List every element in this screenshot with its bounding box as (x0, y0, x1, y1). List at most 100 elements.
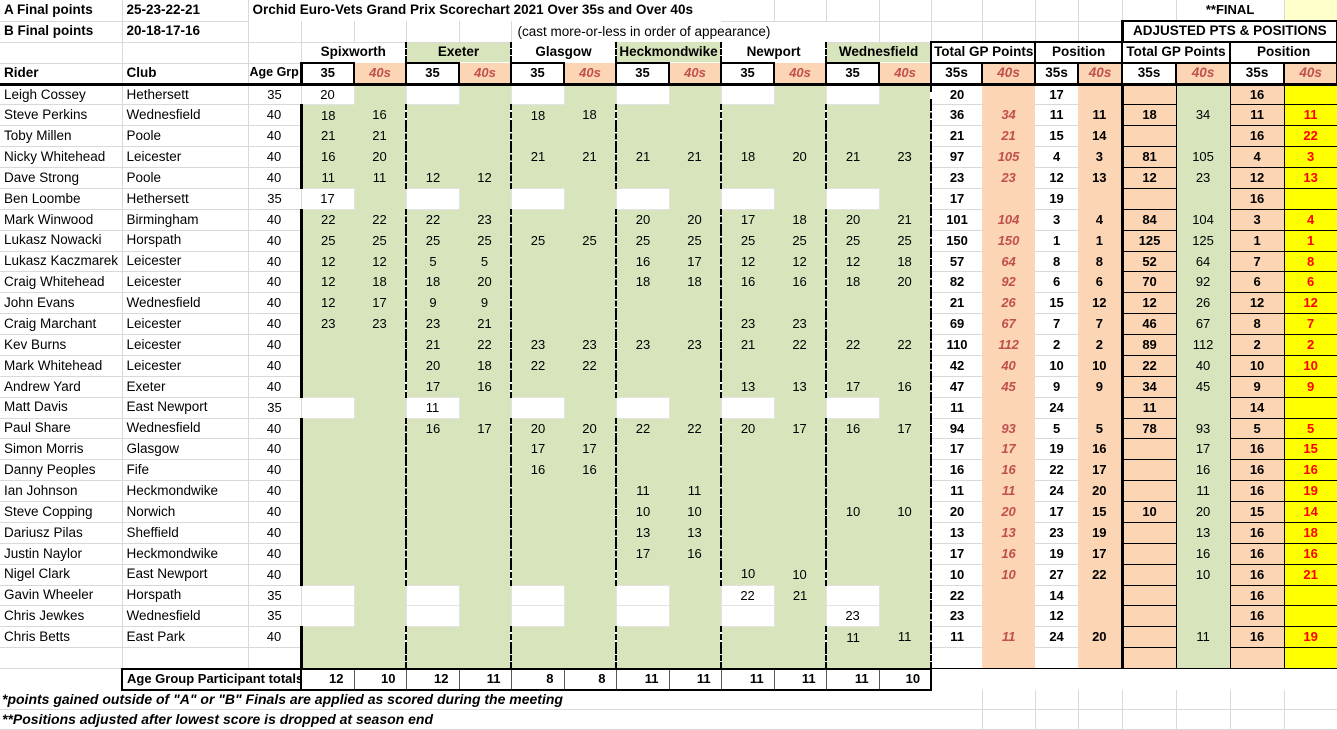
rider-name: Dave Strong (0, 167, 123, 189)
club-name: East Newport (122, 397, 249, 419)
score-cell (459, 522, 511, 544)
score-cell: 22 (299, 209, 354, 231)
score-cell: 16 (615, 251, 669, 272)
score-cell (720, 543, 775, 565)
total-gp-35s: 94 (930, 418, 983, 440)
score-cell (354, 564, 406, 585)
adjusted-position-40s (1283, 584, 1337, 607)
score-cell: 16 (564, 459, 616, 481)
total-gp-40s: 20 (982, 501, 1036, 523)
age-group: 40 (248, 125, 302, 148)
rider-name: John Evans (0, 292, 123, 315)
total-gp-35s: 57 (930, 251, 983, 273)
score-cell (879, 292, 932, 314)
score-cell (669, 459, 722, 481)
position-35s: 24 (1035, 480, 1079, 502)
position-35s (1035, 647, 1079, 669)
empty-cell (1176, 689, 1231, 710)
score-cell: 22 (354, 209, 406, 231)
total-gp-40s (982, 397, 1036, 418)
age-group: 40 (248, 146, 302, 168)
total-gp-40s: 104 (982, 209, 1036, 231)
rider-name: Leigh Cossey (0, 84, 123, 106)
adjusted-total-35s: 78 (1120, 417, 1177, 440)
score-cell (669, 647, 722, 670)
adjusted-position-40s: 22 (1283, 125, 1337, 148)
score-cell: 18 (825, 271, 880, 293)
rider-name: Kev Burns (0, 334, 123, 356)
score-cell (354, 605, 406, 627)
score-cell (774, 292, 827, 314)
score-cell: 11 (405, 396, 460, 419)
empty-cell (406, 21, 460, 43)
empty-cell (931, 669, 982, 690)
score-cell (669, 313, 722, 335)
club-name: East Park (122, 626, 249, 649)
position-40s: 8 (1078, 251, 1123, 272)
b-final-points: 20-18-17-16 (122, 21, 249, 43)
total-gp-40s: 23 (982, 167, 1036, 189)
score-cell (405, 501, 459, 523)
score-cell: 20 (354, 146, 406, 168)
score-cell (879, 167, 932, 189)
score-cell: 20 (879, 271, 932, 293)
adjusted-position-35s: 10 (1229, 354, 1285, 377)
rider-name: Chris Jewkes (0, 605, 123, 628)
rider-row: Nigel Clark East Newport 40 10 10 10 10 27 22 10 1… (0, 563, 1337, 586)
score-cell (615, 396, 670, 419)
score-cell (459, 605, 511, 627)
adjusted-position-40s: 7 (1283, 313, 1337, 335)
rider-row: Ben Loombe Hethersett 35 17 17 19 16 (0, 187, 1337, 210)
total-gp-40s: 67 (982, 313, 1036, 335)
club-name: Leicester (122, 146, 249, 168)
total-gp-40s: 11 (982, 626, 1036, 648)
score-cell (774, 480, 827, 502)
score-cell (774, 438, 827, 460)
age-group: 40 (248, 230, 302, 252)
score-cell (510, 605, 565, 628)
club-name: Leicester (122, 271, 249, 294)
score-cell: 25 (510, 230, 564, 251)
empty-cell (1122, 709, 1177, 730)
age-group: 40 (248, 292, 302, 315)
position-40s: 3 (1078, 146, 1123, 168)
position-40s: 1 (1078, 230, 1123, 251)
empty-cell (1176, 669, 1230, 690)
position-35s: 24 (1035, 626, 1079, 649)
total-gp-40s: 17 (982, 438, 1036, 460)
club-name: Norwich (122, 501, 249, 523)
adjusted-position-35s: 12 (1229, 292, 1285, 315)
position-40s: 16 (1078, 438, 1123, 460)
total-gp-35s: 20 (930, 84, 983, 106)
adjusted-total-40s: 104 (1176, 209, 1231, 231)
score-cell: 5 (459, 251, 511, 272)
score-cell (459, 397, 511, 418)
position-40s (1078, 605, 1123, 627)
score-cell (299, 438, 354, 460)
total-gp-40s: 93 (982, 418, 1036, 439)
adjusted-position-35s: 11 (1229, 104, 1285, 127)
rider-name: Nigel Clark (0, 564, 123, 586)
score-cell: 17 (825, 376, 880, 398)
total-gp-40s (982, 605, 1036, 627)
participant-total-value: 12 (405, 667, 460, 691)
adjusted-position-40s: 14 (1283, 501, 1337, 523)
adjusted-position-35s: 2 (1229, 334, 1285, 356)
venue-header-glasgow: Glasgow (510, 42, 616, 63)
participant-total-value: 11 (615, 667, 670, 691)
score-cell: 23 (564, 334, 616, 356)
rider-row: Matt Davis East Newport 35 11 11 24 11 14 (0, 396, 1337, 419)
score-cell (510, 564, 564, 585)
rider-name: Mark Whitehead (0, 355, 123, 377)
score-cell (825, 104, 880, 126)
adjusted-total-40s: 26 (1176, 292, 1231, 314)
score-cell: 22 (879, 334, 932, 356)
score-cell (825, 438, 880, 460)
venue-header-heckmondwike: Heckmondwike (614, 42, 722, 63)
score-cell (354, 355, 406, 377)
score-cell (774, 397, 827, 418)
rider-row: Ian Johnson Heckmondwike 40 11 11 11 11 24 20 11 1… (0, 480, 1337, 502)
adjusted-total-35s: 10 (1120, 501, 1177, 523)
